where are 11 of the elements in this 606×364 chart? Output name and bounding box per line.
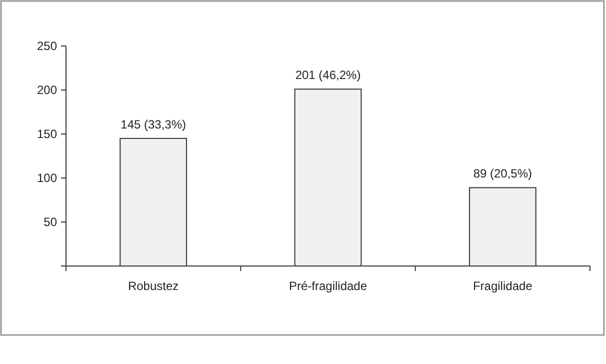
y-tick-label: 50 — [44, 215, 58, 230]
x-tick-label: Fragilidade — [472, 279, 533, 293]
y-tick-label: 200 — [36, 83, 58, 98]
y-tick-label: 250 — [36, 39, 58, 54]
data-label: 145 (33,3%) — [120, 117, 186, 132]
y-tick-label: 150 — [36, 127, 58, 142]
x-tick-label: Robustez — [128, 279, 179, 293]
data-label: 201 (46,2%) — [295, 68, 361, 82]
y-tick-label: 100 — [36, 171, 58, 186]
data-label: 89 (20,5%) — [473, 166, 532, 181]
x-tick-label: Pré-fragilidade — [288, 279, 368, 293]
